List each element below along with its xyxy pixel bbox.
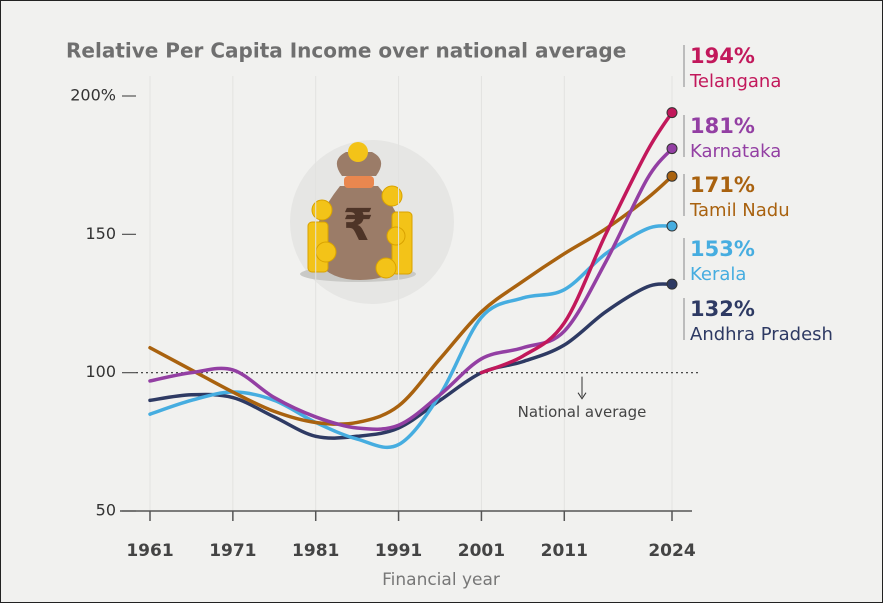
x-tick-label: 1991 bbox=[375, 541, 422, 561]
x-axis-label: Financial year bbox=[382, 570, 500, 590]
series-name: Kerala bbox=[690, 264, 746, 285]
series-line bbox=[148, 146, 674, 431]
reference-arrowhead bbox=[577, 392, 587, 400]
x-tick-label: 1961 bbox=[126, 541, 173, 561]
y-tick-label: 50 bbox=[96, 501, 116, 520]
series-line bbox=[148, 282, 674, 440]
series-line bbox=[479, 110, 674, 375]
end-point bbox=[666, 170, 678, 182]
x-tick-label: 1981 bbox=[292, 541, 339, 561]
svg-text:₹: ₹ bbox=[343, 200, 374, 251]
series-line bbox=[148, 174, 674, 426]
end-point bbox=[666, 220, 678, 232]
x-tick-label: 2001 bbox=[458, 541, 505, 561]
end-point bbox=[666, 278, 678, 290]
money-bag-icon: ₹ bbox=[290, 140, 454, 304]
value-label: 132% bbox=[690, 297, 755, 321]
end-point bbox=[666, 107, 678, 119]
value-label: 153% bbox=[690, 237, 755, 261]
series-name: Telangana bbox=[689, 71, 781, 92]
value-label: 181% bbox=[690, 114, 755, 138]
reference-label: National average bbox=[518, 403, 647, 421]
chart-title: Relative Per Capita Income over national… bbox=[66, 39, 626, 63]
series-line bbox=[148, 224, 674, 450]
series-name: Karnataka bbox=[690, 141, 781, 162]
y-tick-label: 200% bbox=[70, 86, 116, 105]
series-name: Andhra Pradesh bbox=[690, 324, 833, 345]
value-label: 171% bbox=[690, 173, 755, 197]
end-point bbox=[666, 143, 678, 155]
y-tick-label: 150 bbox=[85, 224, 116, 243]
value-label: 194% bbox=[690, 44, 755, 68]
x-tick-label: 2024 bbox=[648, 541, 695, 561]
y-tick-label: 100 bbox=[85, 362, 116, 381]
series-name: Tamil Nadu bbox=[689, 200, 790, 221]
x-tick-label: 1971 bbox=[209, 541, 256, 561]
x-tick-label: 2011 bbox=[541, 541, 588, 561]
